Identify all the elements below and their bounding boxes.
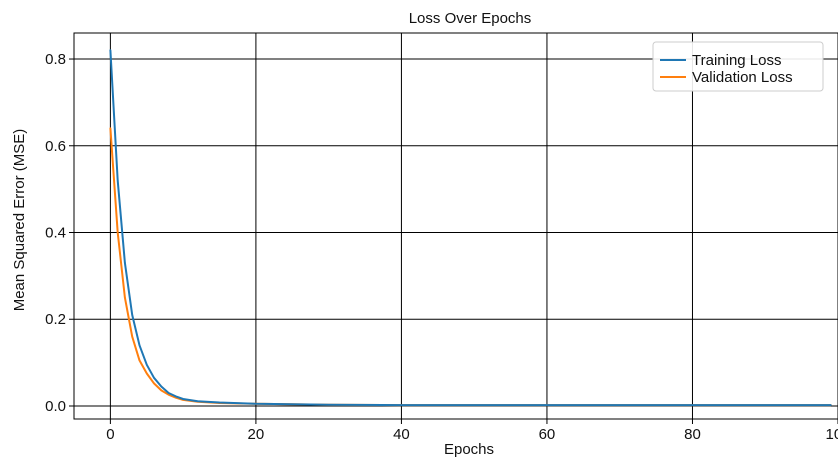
y-tick-label: 0.0: [45, 398, 66, 415]
series-line-validation-loss: [109, 127, 832, 407]
series-lines: [109, 49, 832, 407]
x-tick-label: 40: [393, 426, 410, 443]
y-tick-label: 0.4: [45, 225, 66, 242]
legend-label: Validation Loss: [692, 69, 793, 86]
x-axis-ticks: 0 20 40 60 80 100: [106, 419, 838, 443]
x-tick-label: 100: [825, 426, 838, 443]
y-tick-label: 0.8: [45, 51, 66, 68]
plot-frame: [73, 32, 838, 420]
chart-title: Loss Over Epochs: [409, 10, 532, 27]
x-tick-label: 60: [539, 426, 556, 443]
series-line-training-loss: [109, 49, 832, 407]
y-tick-label: 0.2: [45, 311, 66, 328]
y-tick-label: 0.6: [45, 138, 66, 155]
x-tick-label: 0: [106, 426, 114, 443]
y-axis-ticks: 0.0 0.2 0.4 0.6 0.8: [45, 51, 74, 415]
x-tick-label: 20: [248, 426, 265, 443]
x-axis-label: Epochs: [444, 441, 494, 457]
legend-label: Training Loss: [692, 52, 782, 69]
y-axis-label: Mean Squared Error (MSE): [11, 129, 28, 312]
x-tick-label: 80: [684, 426, 701, 443]
legend-box: [652, 41, 824, 92]
